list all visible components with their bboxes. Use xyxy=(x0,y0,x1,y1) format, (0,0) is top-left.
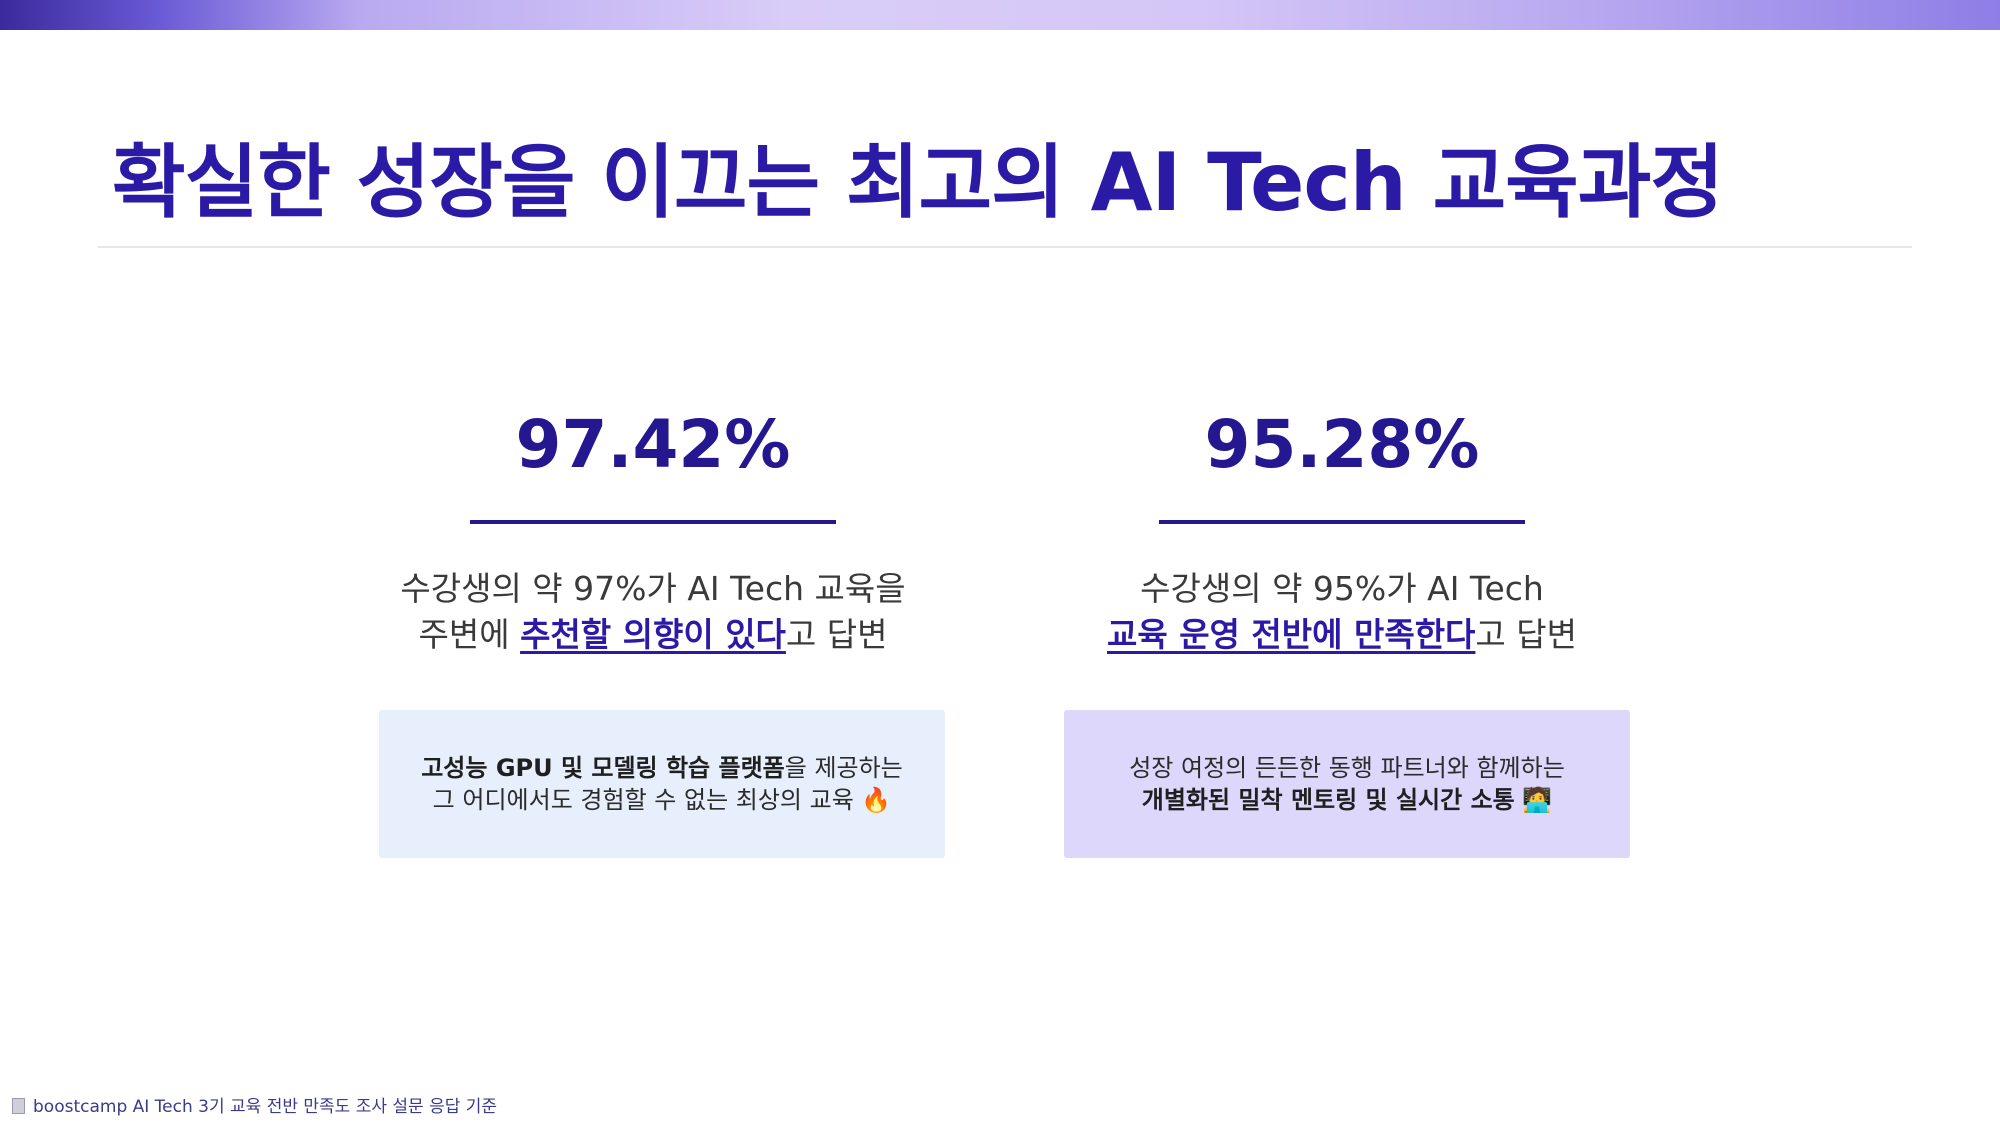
stat-desc-post: 고 답변 xyxy=(1475,615,1577,654)
stat-value-recommend: 97.42% xyxy=(515,406,791,483)
feature-card-gpu: 고성능 GPU 및 모델링 학습 플랫폼을 제공하는 그 어디에서도 경험할 수… xyxy=(379,710,945,858)
stat-block-satisfaction: 95.28% 수강생의 약 95%가 AI Tech 교육 운영 전반에 만족한… xyxy=(1022,400,1662,658)
stat-description-recommend: 수강생의 약 97%가 AI Tech 교육을 주변에 추천할 의향이 있다고 … xyxy=(333,566,973,658)
footer-text: boostcamp AI Tech 3기 교육 전반 만족도 조사 설문 응답 … xyxy=(33,1097,498,1117)
stat-rule xyxy=(470,520,836,524)
stat-desc-line: 수강생의 약 95%가 AI Tech xyxy=(1140,569,1544,608)
card-bold-text: 개별화된 밀착 멘토링 및 실시간 소통 xyxy=(1141,786,1515,814)
top-gradient-band xyxy=(0,0,2000,30)
stat-block-recommend: 97.42% 수강생의 약 97%가 AI Tech 교육을 주변에 추천할 의… xyxy=(333,400,973,658)
stat-desc-line: 교육 운영 전반에 만족한다고 답변 xyxy=(1022,612,1662,658)
stat-desc-highlight: 교육 운영 전반에 만족한다 xyxy=(1106,615,1476,654)
stat-desc-pre: 주변에 xyxy=(418,615,521,654)
stat-desc-post: 고 답변 xyxy=(785,615,888,654)
card-line: 그 어디에서도 경험할 수 없는 최상의 교육 🔥 xyxy=(432,786,892,814)
card-line: 성장 여정의 든든한 동행 파트너와 함께하는 xyxy=(1129,754,1565,782)
document-icon xyxy=(12,1098,25,1114)
card-bold-text: 고성능 GPU 및 모델링 학습 플랫폼 xyxy=(421,754,785,782)
stat-desc-highlight: 추천할 의향이 있다 xyxy=(520,615,786,654)
stat-desc-line: 주변에 추천할 의향이 있다고 답변 xyxy=(333,612,973,658)
card-emoji: 🧑‍💻 xyxy=(1514,786,1553,814)
card-line: 고성능 GPU 및 모델링 학습 플랫폼을 제공하는 xyxy=(421,752,903,784)
footer-note: boostcamp AI Tech 3기 교육 전반 만족도 조사 설문 응답 … xyxy=(12,1092,497,1117)
feature-card-mentoring: 성장 여정의 든든한 동행 파트너와 함께하는 개별화된 밀착 멘토링 및 실시… xyxy=(1064,710,1630,858)
stat-rule xyxy=(1159,520,1525,524)
title-divider xyxy=(98,246,1912,248)
card-line: 개별화된 밀착 멘토링 및 실시간 소통 🧑‍💻 xyxy=(1142,784,1553,816)
stat-desc-line: 수강생의 약 97%가 AI Tech 교육을 xyxy=(400,569,906,608)
stat-value-satisfaction: 95.28% xyxy=(1204,406,1480,483)
card-text: 을 제공하는 xyxy=(784,754,903,782)
stat-description-satisfaction: 수강생의 약 95%가 AI Tech 교육 운영 전반에 만족한다고 답변 xyxy=(1022,566,1662,658)
page-title: 확실한 성장을 이끄는 최고의 AI Tech 교육과정 xyxy=(112,136,1724,229)
